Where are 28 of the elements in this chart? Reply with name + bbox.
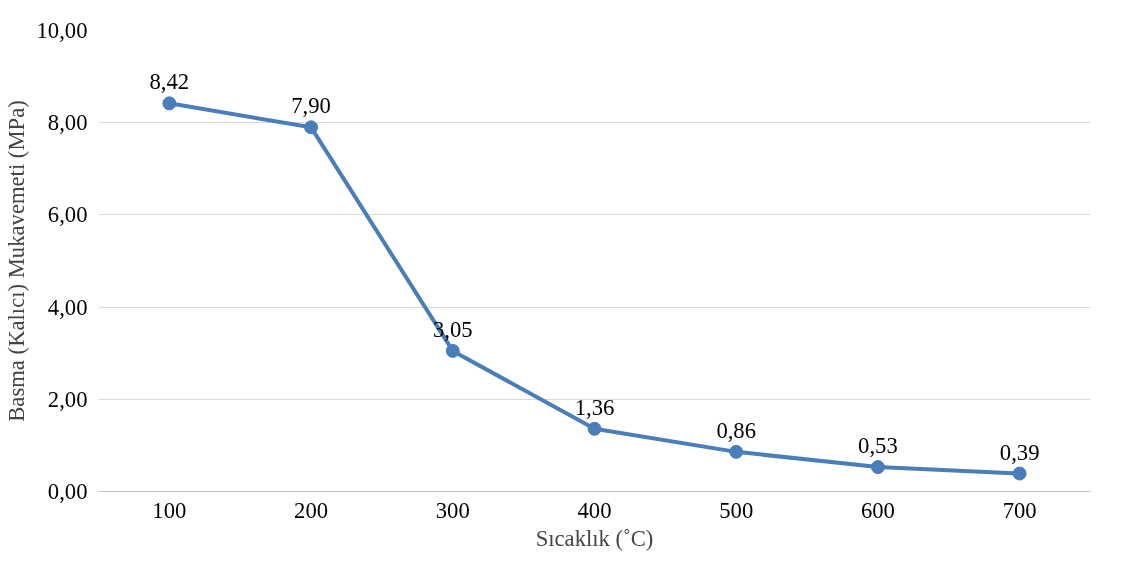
data-label: 1,36 <box>574 394 615 420</box>
point <box>162 96 177 111</box>
y-tick-label: 6,00 <box>47 202 88 228</box>
y-tick-label: 2,00 <box>47 386 88 412</box>
point <box>729 444 744 459</box>
data-label: 0,53 <box>858 433 898 459</box>
x-tick-label: 200 <box>294 497 329 523</box>
point <box>870 460 885 475</box>
x-tick-label: 300 <box>435 497 470 523</box>
data-label: 8,42 <box>149 69 190 95</box>
data-label: 0,39 <box>999 439 1040 465</box>
data-label: 0,86 <box>716 417 757 443</box>
y-tick-label: 4,00 <box>47 294 88 320</box>
x-tick-label: 400 <box>577 497 612 523</box>
y-tick-label: 8,00 <box>47 110 88 136</box>
y-tick-label: 10,00 <box>36 18 88 43</box>
x-tick-label: 100 <box>152 497 187 523</box>
point <box>304 120 319 135</box>
x-tick-label: 700 <box>1002 497 1037 523</box>
point <box>587 421 602 436</box>
data-label: 7,90 <box>291 93 331 119</box>
x-tick-label: 600 <box>860 497 895 523</box>
point <box>445 343 460 358</box>
y-axis-title: Basma (Kalıcı) Mukavemeti (MPa) <box>3 100 29 422</box>
y-tick-label: 0,00 <box>47 479 88 504</box>
x-tick-label: 500 <box>719 497 754 523</box>
x-axis-title: Sıcaklık (˚C) <box>535 525 654 551</box>
point <box>1012 466 1027 481</box>
